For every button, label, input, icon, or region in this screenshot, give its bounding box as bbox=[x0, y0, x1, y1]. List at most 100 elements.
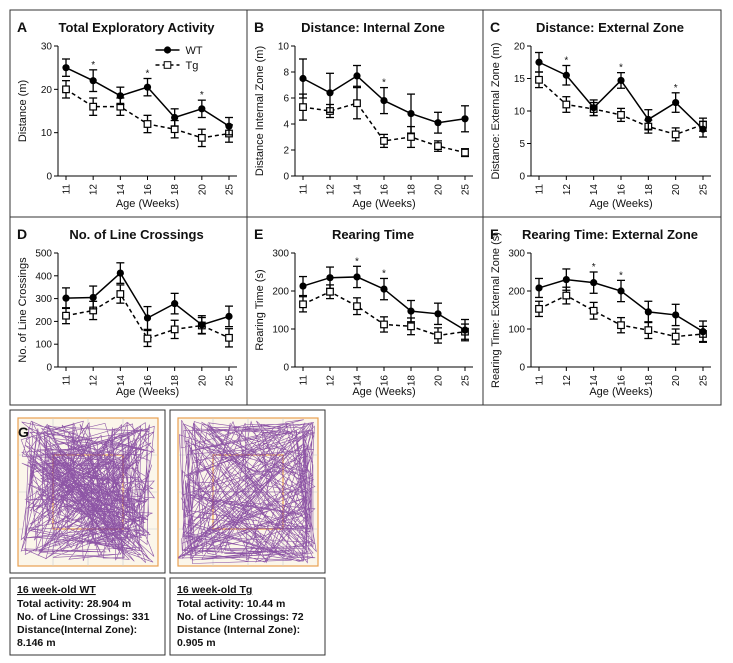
marker bbox=[326, 89, 334, 97]
x-axis-label: Age (Weeks) bbox=[589, 386, 652, 398]
marker bbox=[535, 304, 543, 313]
y-tick-label: 20 bbox=[41, 85, 53, 96]
x-tick-label: 14 bbox=[116, 184, 127, 196]
y-tick-label: 300 bbox=[272, 249, 289, 260]
chart-title: Distance: Internal Zone bbox=[301, 20, 445, 35]
significance-mark: * bbox=[355, 256, 359, 267]
x-tick-label: 16 bbox=[617, 184, 628, 196]
info-line: Total activity: 28.904 m bbox=[17, 598, 131, 610]
x-axis-label: Age (Weeks) bbox=[589, 198, 652, 210]
marker bbox=[353, 99, 361, 108]
info-heading: 16 week-old Tg bbox=[177, 584, 252, 596]
x-tick-label: 20 bbox=[434, 375, 445, 387]
y-tick-label: 10 bbox=[41, 128, 53, 139]
info-line: No. of Line Crossings: 72 bbox=[177, 611, 304, 623]
marker bbox=[407, 133, 415, 141]
marker bbox=[299, 282, 307, 290]
x-tick-label: 12 bbox=[562, 184, 573, 196]
info-line: No. of Line Crossings: 331 bbox=[17, 611, 150, 623]
info-box bbox=[9, 577, 166, 656]
chart-title: Total Exploratory Activity bbox=[58, 20, 215, 35]
legend-marker bbox=[163, 46, 172, 54]
legend-label: Tg bbox=[186, 60, 199, 72]
info-line: 8.146 m bbox=[17, 637, 56, 649]
marker bbox=[143, 83, 152, 91]
marker bbox=[116, 290, 125, 298]
significance-mark: * bbox=[146, 69, 150, 80]
marker bbox=[116, 92, 124, 100]
x-tick-label: 11 bbox=[535, 184, 546, 195]
y-tick-label: 200 bbox=[35, 317, 52, 328]
marker bbox=[171, 113, 179, 122]
panel-letter: D bbox=[17, 226, 27, 242]
x-axis-label: Age (Weeks) bbox=[352, 198, 415, 210]
x-tick-label: 16 bbox=[380, 184, 391, 196]
marker bbox=[299, 103, 307, 112]
y-tick-label: 100 bbox=[35, 340, 52, 351]
chart-title: No. of Line Crossings bbox=[69, 227, 203, 242]
marker bbox=[671, 130, 680, 139]
marker bbox=[380, 97, 388, 105]
marker bbox=[170, 125, 179, 134]
marker bbox=[225, 122, 233, 130]
marker bbox=[353, 302, 361, 311]
marker bbox=[535, 58, 543, 66]
marker bbox=[434, 331, 442, 340]
x-tick-label: 11 bbox=[62, 184, 73, 195]
x-tick-label: 16 bbox=[143, 375, 154, 387]
marker bbox=[644, 326, 653, 335]
y-tick-label: 6 bbox=[283, 94, 289, 105]
y-tick-label: 30 bbox=[41, 42, 53, 53]
marker bbox=[225, 333, 233, 342]
marker bbox=[699, 125, 707, 133]
chart-title: Rearing Time bbox=[332, 227, 414, 242]
significance-mark: * bbox=[382, 78, 386, 89]
y-tick-label: 0 bbox=[283, 172, 289, 183]
marker bbox=[198, 105, 206, 113]
marker bbox=[617, 76, 625, 85]
info-line: Distance(Internal Zone): bbox=[17, 624, 137, 636]
marker bbox=[353, 72, 361, 80]
marker bbox=[461, 326, 469, 334]
x-tick-label: 11 bbox=[62, 375, 73, 386]
y-tick-label: 4 bbox=[283, 120, 289, 131]
info-line: 0.905 m bbox=[177, 637, 216, 649]
x-tick-label: 25 bbox=[461, 184, 472, 196]
y-tick-label: 0 bbox=[519, 172, 525, 183]
y-tick-label: 0 bbox=[283, 363, 289, 374]
marker bbox=[699, 328, 707, 336]
significance-mark: * bbox=[564, 56, 568, 67]
significance-mark: * bbox=[91, 60, 95, 71]
x-tick-label: 18 bbox=[644, 184, 655, 196]
y-tick-label: 0 bbox=[519, 363, 525, 374]
marker bbox=[62, 64, 70, 72]
marker bbox=[62, 85, 70, 94]
marker bbox=[326, 287, 334, 296]
x-tick-label: 20 bbox=[671, 184, 682, 196]
x-tick-label: 16 bbox=[380, 375, 391, 387]
y-tick-label: 15 bbox=[514, 74, 526, 85]
track-trace bbox=[20, 420, 156, 563]
x-tick-label: 14 bbox=[353, 375, 364, 387]
marker bbox=[590, 279, 598, 287]
x-axis-label: Age (Weeks) bbox=[116, 198, 179, 210]
y-tick-label: 500 bbox=[35, 249, 52, 260]
x-tick-label: 20 bbox=[197, 375, 208, 387]
y-tick-label: 2 bbox=[283, 146, 289, 157]
x-tick-label: 18 bbox=[407, 184, 418, 196]
y-tick-label: 200 bbox=[272, 287, 289, 298]
y-tick-label: 10 bbox=[514, 107, 526, 118]
x-tick-label: 14 bbox=[116, 375, 127, 387]
y-axis-label: No. of Line Crossings bbox=[17, 257, 29, 363]
x-tick-label: 20 bbox=[197, 184, 208, 196]
marker bbox=[644, 308, 652, 316]
x-tick-label: 18 bbox=[170, 375, 181, 387]
y-axis-label: Distance (m) bbox=[17, 80, 29, 142]
info-line: Total activity: 10.44 m bbox=[177, 598, 285, 610]
panel-letter: F bbox=[490, 226, 499, 242]
track-trace bbox=[178, 419, 317, 564]
marker bbox=[562, 291, 571, 300]
marker bbox=[434, 119, 442, 127]
